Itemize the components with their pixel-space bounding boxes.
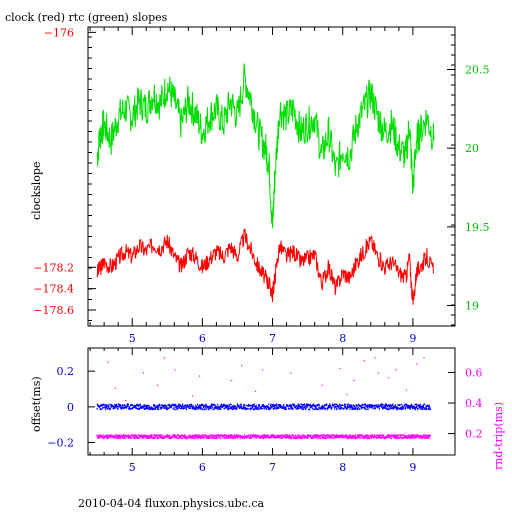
top-right-y-tick-label: 20: [465, 142, 479, 155]
rndtrip-outlier-point: [346, 393, 348, 396]
rndtrip-outlier-point: [374, 357, 376, 359]
top-chart-series: [96, 63, 435, 305]
offset-series-band: [96, 403, 431, 411]
rndtrip-outlier-point: [230, 380, 232, 382]
bottom-chart-axes: 5 6 7 8 9 0.2 0 −0.2 0.6 0.4 0.2: [47, 347, 483, 474]
footer-label: 2010-04-04 fluxon.physics.ubc.ca: [78, 497, 264, 510]
top-x-tick-label: 7: [269, 332, 276, 345]
top-x-tick-label: 9: [409, 332, 416, 345]
clockslope-axis-label: clockslope: [30, 162, 43, 220]
bottom-left-y-tick-label: 0: [67, 401, 74, 414]
bottom-x-tick-label: 9: [409, 461, 416, 474]
top-plot-frame: [87, 26, 456, 327]
bottom-right-y-tick-label: 0.4: [465, 397, 483, 410]
top-right-y-tick-label: 19.5: [465, 221, 490, 234]
bottom-chart-series: [96, 357, 431, 440]
rndtrip-outlier-point: [255, 390, 257, 392]
bottom-x-tick-label: 8: [339, 461, 346, 474]
rndtrip-outlier-point: [107, 361, 109, 363]
rndtrip-outlier-point: [388, 377, 390, 379]
rndtrip-outlier-point: [416, 363, 418, 365]
top-right-y-tick-label: 20.5: [465, 63, 490, 76]
bottom-right-y-tick-label: 0.2: [465, 428, 483, 441]
top-left-y-tick-label: −178.6: [33, 304, 74, 317]
top-x-tick-label: 6: [199, 332, 206, 345]
rndtrip-axis-label: rnd-trip(ms): [492, 402, 505, 470]
rndtrip-outlier-point: [423, 357, 425, 359]
rndtrip-outlier-point: [339, 367, 341, 370]
clock-series-line: [96, 228, 435, 305]
rndtrip-outlier-point: [377, 372, 380, 374]
top-chart-axes: 5 6 7 8 9 −176 −178.2 −178.4 −178.6 20.5 20 19.5 19: [33, 26, 489, 345]
rndtrip-outlier-point: [405, 389, 408, 391]
rtc-series-line: [96, 63, 435, 229]
bottom-plot-frame: [87, 347, 456, 456]
rndtrip-outlier-point: [353, 380, 355, 382]
top-x-tick-label: 8: [339, 332, 346, 345]
bottom-x-tick-label: 7: [269, 461, 276, 474]
rndtrip-outlier-point: [191, 395, 194, 397]
rndtrip-series-band: [96, 434, 431, 440]
rndtrip-outlier-point: [163, 357, 165, 359]
bottom-x-tick-label: 5: [129, 461, 136, 474]
top-left-y-tick-label: −178.4: [33, 283, 74, 296]
rndtrip-outlier-point: [174, 369, 176, 371]
offset-axis-label: offset(ms): [30, 376, 43, 432]
top-right-y-tick-label: 19: [465, 300, 479, 313]
rndtrip-outlier-point: [156, 384, 158, 386]
bottom-right-y-tick-label: 0.6: [465, 366, 483, 379]
rndtrip-outlier-point: [142, 372, 144, 374]
rndtrip-outlier-point: [276, 403, 278, 405]
top-left-y-tick-label: −176: [44, 26, 74, 39]
rndtrip-outlier-point: [198, 375, 201, 377]
rndtrip-outlier-point: [262, 369, 264, 371]
rndtrip-outlier-point: [114, 387, 116, 389]
top-left-y-tick-label: −178.2: [33, 261, 74, 274]
rndtrip-outlier-point: [290, 372, 292, 374]
rndtrip-outlier-point: [321, 384, 323, 386]
rndtrip-outlier-point: [240, 364, 243, 367]
bottom-left-y-tick-label: 0.2: [57, 365, 75, 378]
rndtrip-outlier-point: [395, 369, 397, 371]
chart-title: clock (red) rtc (green) slopes: [5, 11, 168, 24]
rndtrip-outlier-point: [363, 360, 365, 362]
bottom-x-tick-label: 6: [199, 461, 206, 474]
bottom-left-y-tick-label: −0.2: [47, 437, 74, 450]
top-x-tick-label: 5: [129, 332, 136, 345]
rndtrip-outlier-point: [125, 399, 127, 402]
